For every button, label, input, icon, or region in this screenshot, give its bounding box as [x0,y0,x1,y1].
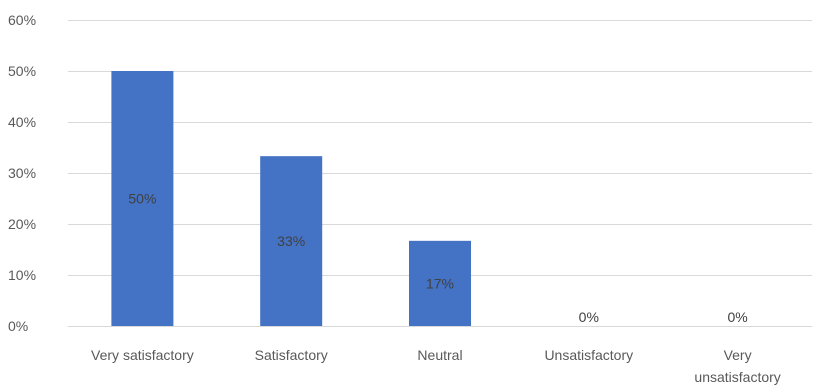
data-label: 0% [579,309,599,325]
data-label: 50% [128,191,156,207]
y-tick-label: 30% [8,165,36,181]
data-label: 33% [277,233,305,249]
x-tick-label: Very unsatisfactory [694,347,780,385]
x-tick-label: Satisfactory [255,347,328,363]
y-tick-label: 10% [8,267,36,283]
bars [111,71,471,326]
x-tick-label: Neutral [417,347,462,363]
x-tick-label: Unsatisfactory [544,347,633,363]
bar [111,71,174,326]
y-tick-label: 20% [8,216,36,232]
bar [409,240,471,326]
gridlines [68,20,812,276]
y-tick-label: 50% [8,63,36,79]
bar [260,156,323,326]
data-label: 0% [727,309,747,325]
data-label: 17% [426,275,454,291]
y-tick-label: 60% [8,12,36,28]
data-labels: 50% 33% 17% 0% 0% [128,191,747,326]
y-tick-label: 40% [8,114,36,130]
x-axis-tick-labels: Very satisfactory Satisfactory Neutral Unsa… [91,347,781,385]
y-tick-label: 0% [8,318,28,334]
x-tick-label: Very satisfactory [91,347,194,363]
y-axis-tick-labels: 0% 10% 20% 30% 40% 50% 60% [8,12,36,334]
